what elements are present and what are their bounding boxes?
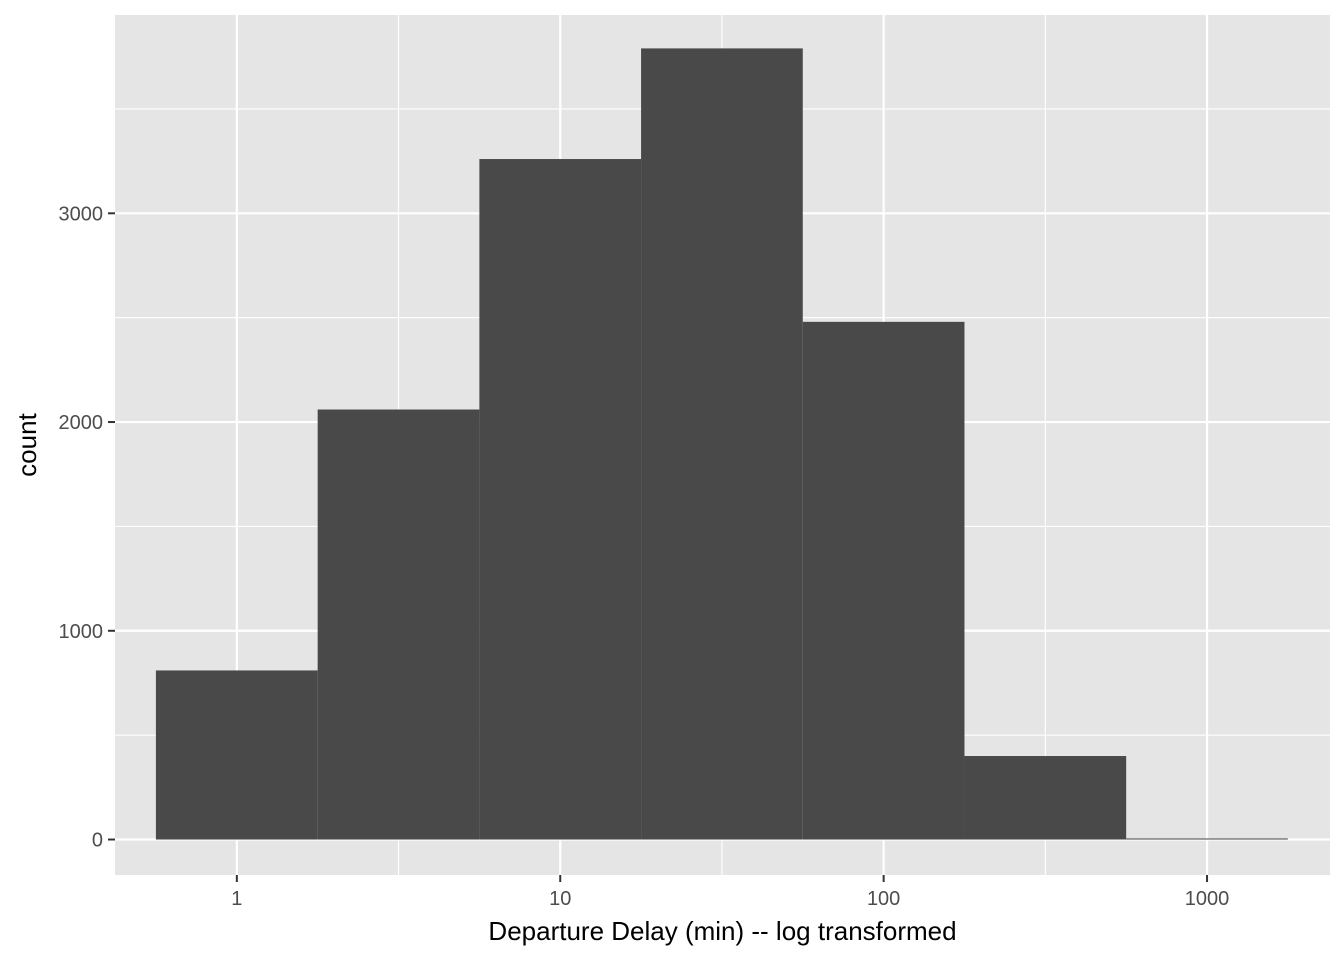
histogram-bar xyxy=(317,409,480,840)
histogram-bar xyxy=(479,159,642,840)
x-tick-label: 1 xyxy=(231,888,242,910)
y-tick-label: 2000 xyxy=(59,412,104,434)
y-tick-label: 1000 xyxy=(59,621,104,643)
histogram-bar xyxy=(641,48,803,840)
y-axis: 0 1000 2000 3000 xyxy=(59,203,115,852)
x-tick-label: 100 xyxy=(867,888,900,910)
histogram-bar xyxy=(964,756,1127,840)
histogram-bar xyxy=(155,670,318,840)
y-tick-label: 3000 xyxy=(59,203,104,225)
y-tick-label: 0 xyxy=(92,830,103,852)
x-tick-label: 10 xyxy=(549,888,571,910)
x-axis-title: Departure Delay (min) -- log transformed xyxy=(488,916,956,946)
histogram-bars xyxy=(155,48,1288,840)
x-tick-label: 1000 xyxy=(1185,888,1230,910)
x-axis: 1 10 100 1000 xyxy=(231,875,1229,910)
histogram-bar xyxy=(1126,838,1288,840)
y-axis-title: count xyxy=(12,412,42,476)
histogram-bar xyxy=(802,321,965,840)
